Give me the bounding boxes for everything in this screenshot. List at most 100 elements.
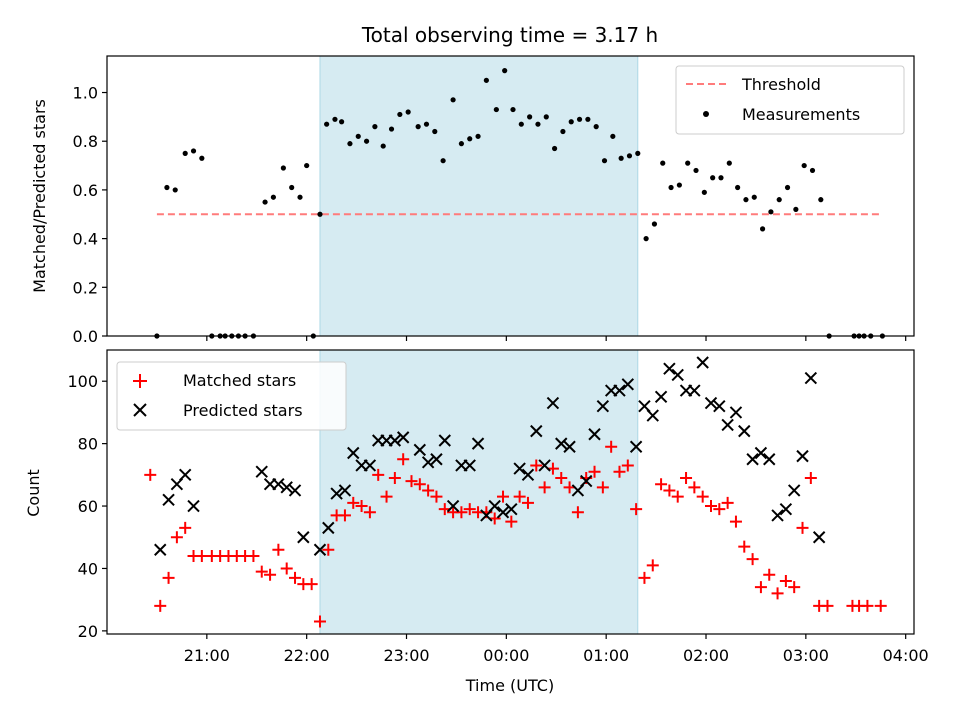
predicted-star-point [154,543,167,556]
measurement-point [363,138,370,144]
matched-star-point [621,459,634,472]
measurement-point [304,162,310,169]
matched-star-point [630,503,643,516]
measurement-point [332,116,338,122]
measurement-point [317,211,323,217]
matched-star-point [671,490,684,503]
predicted-star-point [513,462,526,475]
measurement-point [475,133,481,139]
predicted-star-point [347,446,360,460]
matched-star-point [555,471,568,484]
measurement-point [380,143,386,149]
measurement-point [751,194,757,200]
predicted-star-point [588,428,601,441]
legend-matched-swatch [133,374,147,388]
predicted-star-point [255,465,268,478]
measurement-point [693,167,699,174]
measurement-point [818,197,824,203]
predicted-star-point [563,440,576,453]
y-tick-label: 80 [78,435,98,454]
predicted-star-point [663,362,676,375]
measurement-point [726,160,732,166]
predicted-star-point [696,356,709,369]
matched-star-point [179,521,192,534]
observing-span-bottom [319,350,639,634]
matched-star-point [322,543,335,556]
legend-threshold-label: Threshold [741,75,821,94]
measurement-point [432,128,438,135]
observing-span-top [319,56,639,336]
legend-matched-label: Matched stars [183,371,296,390]
measurement-point [735,184,741,191]
predicted-star-point [613,384,626,397]
matched-star-point [738,540,751,553]
matched-star-point [763,568,776,581]
predicted-star-point [688,384,701,397]
measurement-point [551,145,558,152]
predicted-star-point [187,499,200,513]
x-tick-label: 23:00 [383,646,429,665]
matched-star-point [247,549,260,562]
measurement-point [518,121,524,127]
legend-predicted-label: Predicted stars [183,401,303,420]
predicted-star-point [396,431,410,444]
bottom-y-axis-label: Count [24,469,43,517]
matched-star-point [680,471,693,484]
highlight-span [319,350,638,634]
y-tick-label: 1.0 [73,84,98,103]
matched-star-point [463,503,476,516]
predicted-star-point [521,468,535,482]
measurement-point [610,133,616,139]
matched-star-point [280,562,293,575]
predicted-star-point [288,484,302,497]
measurement-point [458,141,465,147]
measurement-point [355,133,361,139]
matched-star-point [605,440,618,453]
measurement-point [601,158,608,164]
measurement-point [270,194,276,200]
measurement-point [164,184,170,191]
measurement-point [626,153,633,159]
measurement-point [635,150,641,156]
y-tick-label: 0.2 [73,278,98,297]
matched-star-point [530,459,543,472]
matched-star-point [705,500,718,513]
predicted-star-point [704,396,718,410]
measurement-point [467,136,473,142]
predicted-star-point [272,477,285,491]
x-tick-label: 02:00 [683,646,729,665]
predicted-star-point [621,378,635,391]
matched-star-point [170,531,183,544]
predicted-star-point [713,399,726,413]
matched-star-point [771,587,784,600]
measurement-point [372,124,378,130]
matched-star-point [861,599,874,612]
predicted-star-point [721,418,734,432]
predicted-star-point [646,409,659,422]
measurement-point [172,187,178,193]
matched-star-point [788,581,801,594]
measurement-point [415,124,421,130]
measurement-point [324,121,330,127]
predicted-star-point [471,437,485,450]
measurement-point [289,184,295,191]
measurement-point [297,194,303,200]
predicted-star-point [580,474,593,488]
matched-star-point [405,475,418,488]
predicted-star-point [763,453,776,466]
matched-star-point [638,571,651,584]
matched-star-point [721,496,734,509]
predicted-star-point [654,390,668,404]
matched-star-point [513,490,526,503]
top-x-ticks [206,336,907,341]
matched-star-point [538,481,551,494]
measurement-point [450,97,456,103]
measurement-point [643,236,649,242]
bottom-legend: Matched stars Predicted stars [116,361,347,431]
top-y-ticks: 0.0 0.2 0.4 0.6 0.8 1.0 [73,84,107,346]
matched-star-point [313,615,326,628]
measurement-point [710,175,716,181]
matched-star-point [746,553,759,566]
chart-title: Total observing time = 3.17 h [361,23,658,47]
predicted-star-point [754,446,768,460]
